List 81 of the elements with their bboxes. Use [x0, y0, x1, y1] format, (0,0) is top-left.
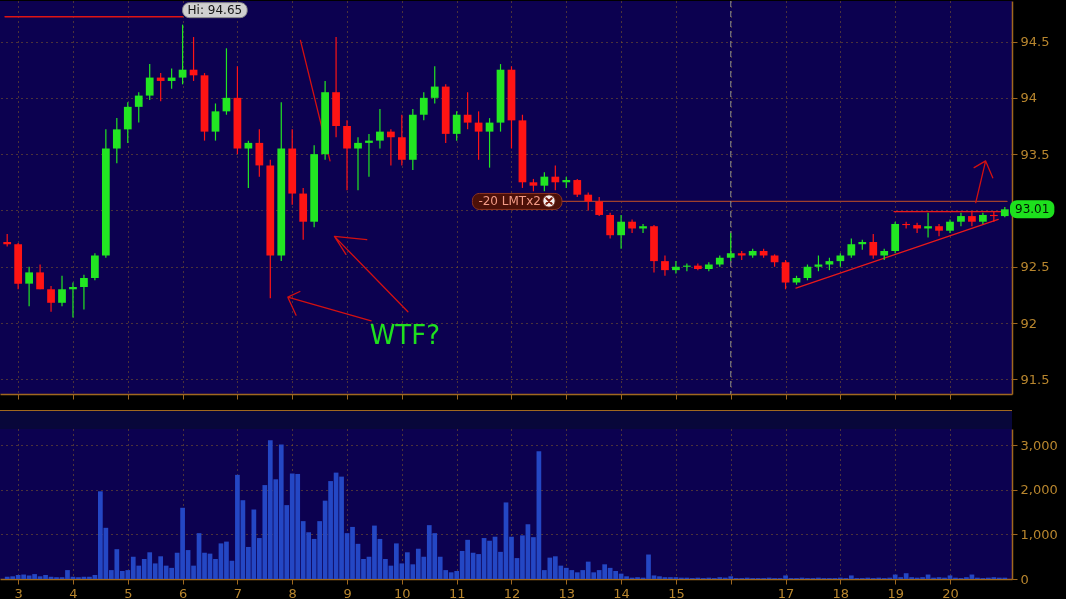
x-tick-label: 15	[668, 585, 685, 599]
candlestick	[354, 136, 362, 191]
y-tick-label: 0	[1020, 571, 1029, 587]
x-tick-label: 10	[394, 585, 411, 599]
candlestick	[584, 191, 593, 212]
line-series	[287, 290, 372, 322]
y-tick-label: 92.5	[1020, 259, 1050, 275]
y-tick-label: 91.5	[1020, 371, 1050, 387]
candlestick	[661, 254, 669, 277]
y-tick-label: 94	[1020, 90, 1038, 106]
candlestick	[430, 65, 439, 105]
candlestick	[726, 232, 735, 262]
x-tick-label: 7	[233, 585, 243, 599]
candlestick	[463, 91, 472, 130]
candlestick	[145, 63, 154, 101]
annotation: Hi: 94.65	[187, 3, 243, 18]
candlestick	[365, 133, 373, 178]
x-tick-label: 14	[613, 585, 630, 599]
candlestick	[639, 223, 647, 234]
line-series	[973, 160, 994, 204]
candlestick	[419, 91, 428, 121]
candlestick	[47, 285, 55, 313]
candlestick	[178, 24, 187, 85]
candlestick	[672, 260, 680, 275]
annotation: WTF?	[369, 320, 440, 351]
candlestick	[387, 128, 395, 167]
candlestick	[25, 266, 33, 307]
candlestick	[869, 233, 878, 260]
x-tick-label: 6	[178, 585, 188, 599]
x-tick-label: 19	[887, 585, 904, 599]
candlestick	[376, 108, 384, 150]
candlestick	[134, 91, 143, 124]
y-tick-label: 1,000	[1020, 526, 1058, 542]
x-tick-label: 20	[942, 585, 959, 599]
candlestick	[595, 196, 604, 217]
candlestick	[474, 110, 483, 161]
x-tick-label: 13	[558, 585, 576, 599]
x-tick-label: 8	[288, 585, 297, 599]
candlestick	[167, 67, 176, 90]
candlestick	[924, 212, 932, 239]
candlestick	[847, 238, 856, 259]
x-tick-label: 18	[832, 585, 850, 599]
y-tick-label: 3,000	[1020, 437, 1058, 453]
candlestick	[123, 101, 132, 144]
x-tick-label: 3	[14, 585, 23, 599]
candlestick	[244, 140, 253, 189]
candlestick	[781, 259, 790, 290]
candlestick	[606, 212, 615, 240]
candlestick	[617, 214, 625, 250]
candlestick	[397, 114, 406, 167]
candlestick	[91, 252, 99, 281]
y-tick-label: 94.5	[1020, 34, 1050, 50]
x-tick-label: 11	[448, 585, 466, 599]
candlestick	[343, 119, 351, 191]
candlestick	[80, 274, 88, 311]
candlestick	[485, 117, 494, 169]
x-tick-label: 9	[343, 585, 352, 599]
candlestick	[628, 218, 636, 234]
candlestick	[573, 178, 582, 198]
x-tick-label: 17	[777, 585, 795, 599]
y-tick-label: 92	[1020, 315, 1038, 331]
candlestick	[36, 263, 44, 290]
candlestick	[540, 171, 549, 192]
annotation: 93.01	[1015, 202, 1050, 217]
candlestick	[211, 102, 220, 142]
candlestick	[935, 223, 943, 237]
line-series	[333, 235, 409, 313]
x-tick-label: 4	[69, 585, 78, 599]
candlestick	[255, 128, 264, 178]
candlestick	[551, 164, 560, 191]
y-tick-label: 2,000	[1020, 482, 1058, 498]
annotation: -20 LMTx2	[478, 194, 541, 209]
candlestick	[913, 222, 921, 234]
y-tick-label: 93.5	[1020, 146, 1050, 162]
x-tick-label: 12	[503, 585, 521, 599]
candlestick	[452, 110, 461, 142]
candlestick	[156, 72, 165, 102]
candlestick	[69, 281, 77, 319]
candlestick	[112, 117, 121, 164]
candlestick	[58, 275, 66, 307]
x-tick-label: 5	[124, 585, 133, 599]
